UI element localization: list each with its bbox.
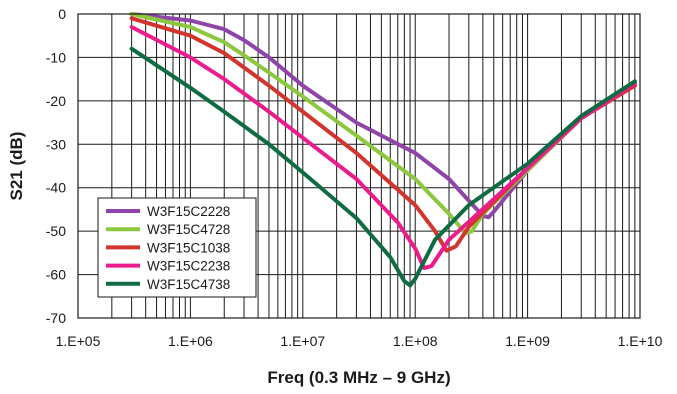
y-tick-label: 0 xyxy=(58,6,66,22)
y-tick-label: -50 xyxy=(46,223,66,239)
y-tick-label: -30 xyxy=(46,136,66,152)
grid xyxy=(77,13,640,319)
y-tick-label: -10 xyxy=(46,49,66,65)
x-tick-label: 1.E+07 xyxy=(280,333,325,349)
y-tick-label: -70 xyxy=(46,310,66,326)
series-lines xyxy=(129,12,637,288)
x-tick-label: 1.E+08 xyxy=(393,333,438,349)
y-tick-label: -20 xyxy=(46,93,66,109)
x-axis-title: Freq (0.3 MHz – 9 GHz) xyxy=(267,368,450,387)
legend-label: W3F15C2238 xyxy=(147,259,230,274)
x-tick-label: 1.E+10 xyxy=(618,333,663,349)
legend-label: W3F15C1038 xyxy=(147,240,230,255)
legend-label: W3F15C4728 xyxy=(147,222,230,237)
y-tick-label: -40 xyxy=(46,180,66,196)
plot-area-frame xyxy=(77,13,641,319)
series-line-w3f15c4738 xyxy=(129,46,637,288)
y-axis-title: S21 (dB) xyxy=(7,132,26,201)
legend: W3F15C2228 W3F15C4728 W3F15C1038 W3F15C2238… xyxy=(97,197,257,298)
series-line-w3f15c2238 xyxy=(129,25,637,271)
series-line-w3f15c2228 xyxy=(129,12,637,220)
x-tick-label: 1.E+05 xyxy=(56,333,101,349)
tick-labels: 1.E+05 1.E+06 1.E+07 1.E+08 1.E+09 1.E+10 0 -10… xyxy=(46,6,663,349)
y-tick-label: -60 xyxy=(46,267,66,283)
x-tick-label: 1.E+06 xyxy=(168,333,213,349)
x-tick-label: 1.E+09 xyxy=(505,333,550,349)
legend-label: W3F15C2228 xyxy=(147,204,230,219)
legend-label: W3F15C4738 xyxy=(147,277,230,292)
